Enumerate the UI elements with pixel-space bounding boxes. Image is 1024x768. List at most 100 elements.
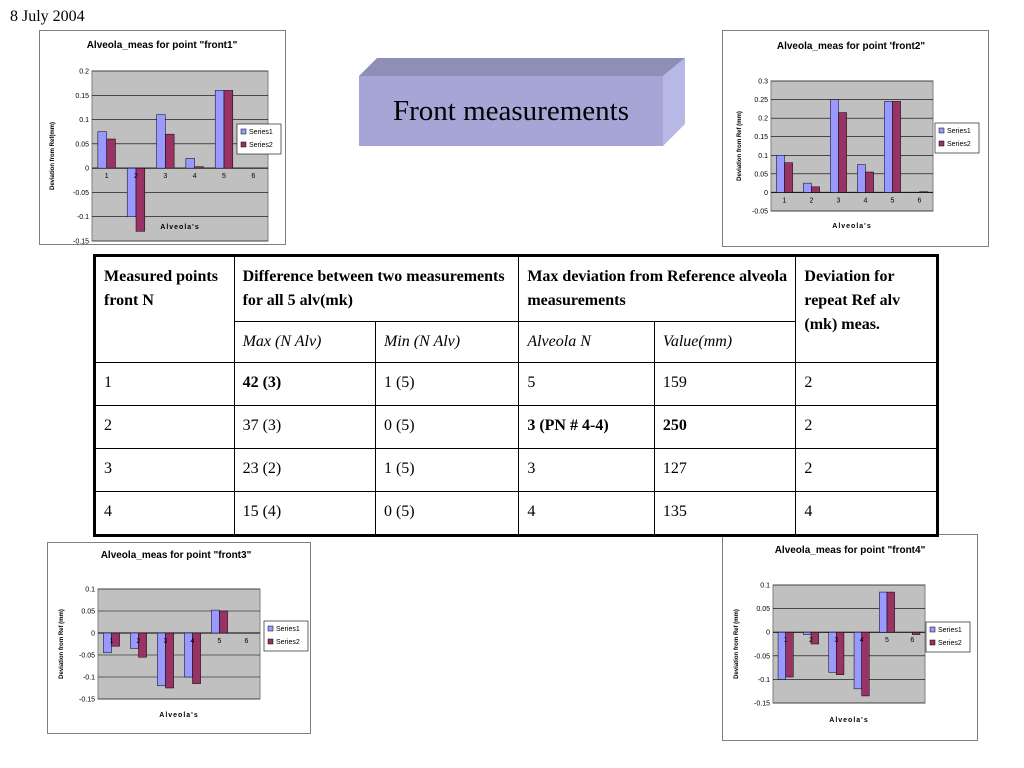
legend-entry: Series1 [276, 626, 300, 633]
x-tick-label: 5 [891, 197, 895, 204]
legend-swatch [938, 140, 945, 147]
y-tick-label: -0.15 [754, 701, 770, 708]
slide-date: 8 July 2004 [10, 8, 85, 25]
bar-series2 [194, 166, 204, 169]
bar-series2 [892, 101, 901, 193]
x-tick-label: 1 [110, 638, 114, 645]
x-axis-label: Alveola's [159, 712, 198, 719]
x-tick-label: 5 [218, 638, 222, 645]
cell-front-n: 3 [94, 448, 235, 492]
x-tick-label: 4 [864, 197, 868, 204]
x-tick-label: 6 [910, 637, 914, 644]
chart-title: Alveola_meas for point "front1" [87, 40, 238, 51]
y-tick-label: 0.3 [758, 79, 768, 86]
bar-series2 [886, 591, 895, 633]
bar-series2 [784, 162, 793, 193]
x-tick-label: 1 [784, 637, 788, 644]
bar-series2 [138, 632, 147, 658]
chart-front4: Alveola_meas for point "front4" 0.1 0.05 0 -… [722, 534, 978, 741]
y-axis-label: Deviation from Ref (mm) [734, 609, 740, 679]
x-tick-label: 6 [245, 638, 249, 645]
bar-series2 [836, 631, 845, 675]
x-tick-label: 3 [834, 637, 838, 644]
y-tick-label: 0.15 [75, 93, 89, 100]
chart-front4-svg: Alveola_meas for point "front4" 0.1 0.05 0 -… [734, 545, 971, 724]
cell-min: 1 (5) [374, 448, 520, 492]
cell-alveola: 3 (PN # 4-4) [518, 405, 655, 449]
chart-front3: Alveola_meas for point "front3" 0.1 0.05 0 -… [47, 542, 311, 734]
y-tick-label: -0.1 [77, 214, 89, 221]
bar-series2 [111, 632, 120, 647]
bar-series1 [879, 591, 888, 633]
chart-front2-svg: Alveola_meas for point 'front2"0.30.250.… [737, 41, 980, 230]
cell-value: 127 [653, 448, 797, 492]
bar-series1 [803, 182, 812, 193]
cell-min: 0 (5) [374, 405, 520, 449]
legend-entry: Series2 [249, 142, 273, 149]
bar-series2 [135, 167, 146, 232]
bar-series2 [219, 610, 228, 634]
y-tick-label: 0 [85, 166, 89, 173]
y-axis-label: Deviation from Ref (mm) [737, 111, 743, 181]
bar-series1 [857, 164, 866, 193]
legend-swatch [267, 625, 274, 632]
x-tick-label: 5 [222, 173, 226, 180]
y-tick-label: -0.15 [79, 697, 95, 704]
cell-min: 0 (5) [374, 491, 520, 536]
slide-title-box: Front measurements [359, 58, 685, 146]
x-axis-label: Alveola's [829, 717, 868, 724]
y-tick-label: 0.25 [754, 97, 768, 104]
header-repeat-deviation: Deviation for repeat Ref alv (mk) meas. [795, 255, 938, 363]
x-tick-label: 1 [783, 197, 787, 204]
plot-area [770, 80, 934, 212]
y-tick-label: -0.05 [752, 209, 768, 216]
plot-area [97, 588, 261, 700]
x-tick-label: 3 [163, 173, 167, 180]
cell-alveola: 3 [518, 448, 655, 492]
bar-series1 [884, 101, 893, 193]
cell-value: 135 [653, 491, 797, 536]
y-tick-label: 0.05 [756, 606, 770, 613]
x-tick-label: 6 [918, 197, 922, 204]
legend-entry: Series1 [938, 627, 962, 634]
y-tick-label: 0.2 [79, 69, 89, 76]
y-tick-label: 0 [764, 190, 768, 197]
x-axis-label: Alveola's [160, 224, 199, 231]
bar-series1 [211, 609, 220, 634]
bar-series2 [785, 631, 794, 678]
table-row: 2 37 (3) 0 (5) 3 (PN # 4-4) 250 2 [94, 405, 938, 449]
chart-title: Alveola_meas for point 'front2" [777, 41, 926, 52]
plot-area [772, 584, 926, 704]
cell-front-n: 1 [94, 362, 235, 406]
y-tick-label: -0.15 [73, 239, 89, 245]
bar-series2 [865, 171, 874, 193]
cell-max: 15 (4) [233, 491, 376, 536]
chart-front3-svg: Alveola_meas for point "front3" 0.1 0.05 0 -… [59, 550, 309, 719]
y-tick-label: 0.15 [754, 134, 768, 141]
x-tick-label: 4 [193, 173, 197, 180]
bar-series2 [838, 112, 847, 193]
bar-series1 [214, 90, 225, 169]
cell-repeat: 2 [795, 362, 938, 406]
x-tick-label: 2 [134, 173, 138, 180]
title-box-3d-shape [359, 58, 685, 146]
y-tick-label: 0 [91, 631, 95, 638]
y-tick-label: 0.2 [758, 116, 768, 123]
slide-title: Front measurements [393, 94, 629, 127]
bar-series1 [97, 131, 107, 169]
subheader-alveola: Alveola N [518, 321, 655, 363]
legend-entry: Series1 [947, 128, 971, 135]
bar-series1 [803, 631, 812, 635]
y-tick-label: -0.1 [758, 677, 770, 684]
x-tick-label: 4 [191, 638, 195, 645]
x-axis-label: Alveola's [832, 223, 871, 230]
header-measured-points: Measured points front N [94, 255, 235, 363]
x-tick-label: 1 [105, 173, 109, 180]
bar-series2 [106, 138, 116, 169]
legend-entry: Series2 [947, 141, 971, 148]
bar-series2 [919, 191, 928, 193]
y-tick-label: 0.1 [758, 153, 768, 160]
bar-series1 [156, 114, 166, 169]
cell-front-n: 2 [94, 405, 235, 449]
chart-front2: Alveola_meas for point 'front2" 0.3 0.25 0.… [722, 30, 989, 247]
